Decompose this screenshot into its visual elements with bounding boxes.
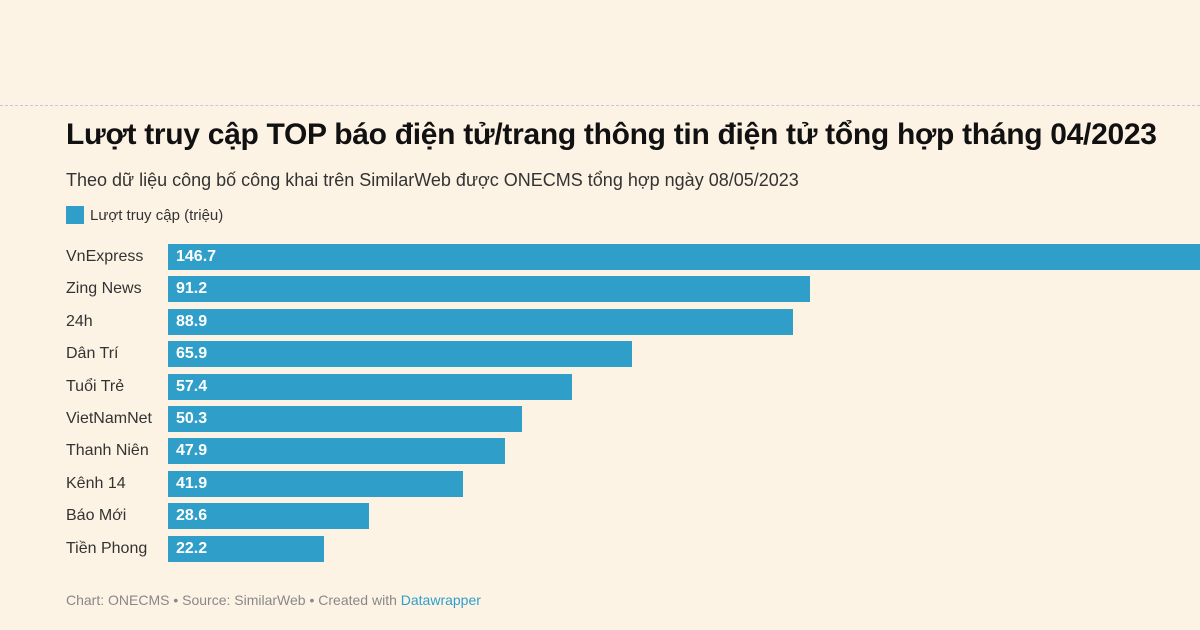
bar-rows: VnExpress 146.7 Zing News 91.2 24h 88.9 Dân Tr… — [0, 244, 1200, 568]
bar-row: 24h 88.9 — [0, 308, 1200, 341]
bar-row: Thanh Niên 47.9 — [0, 438, 1200, 470]
footer-credits: Chart: ONECMS • Source: SimilarWeb • Cre… — [66, 592, 401, 608]
chart-footer: Chart: ONECMS • Source: SimilarWeb • Cre… — [66, 592, 481, 608]
chart-title: Lượt truy cập TOP báo điện tử/trang thôn… — [66, 118, 1157, 151]
value-label: 91.2 — [176, 280, 208, 298]
bar — [168, 244, 1200, 270]
value-label: 47.9 — [176, 442, 208, 460]
bar-row: Báo Mới 28.6 — [0, 503, 1200, 535]
category-label: 24h — [66, 312, 93, 330]
bar — [168, 470, 463, 497]
bar — [168, 405, 522, 432]
bar-row: Zing News 91.2 — [0, 276, 1200, 308]
bar — [168, 438, 505, 465]
category-label: Báo Mới — [66, 507, 127, 525]
category-label: Kênh 14 — [66, 474, 126, 492]
bar-row: Dân Trí 65.9 — [0, 341, 1200, 373]
legend-label: Lượt truy cập (triệu) — [90, 206, 224, 224]
category-label: Thanh Niên — [66, 442, 149, 460]
chart-subtitle: Theo dữ liệu công bố công khai trên Simi… — [66, 170, 799, 190]
bar — [168, 308, 794, 335]
category-label: Dân Trí — [66, 345, 119, 363]
bar-row: VnExpress 146.7 — [0, 244, 1200, 276]
value-label: 146.7 — [176, 248, 217, 265]
category-label: Tiền Phong — [66, 539, 148, 557]
legend: Lượt truy cập (triệu) — [66, 206, 223, 224]
category-label: Zing News — [66, 280, 142, 298]
bar — [168, 341, 632, 368]
value-label: 88.9 — [176, 312, 208, 330]
bar-row: Tiền Phong 22.2 — [0, 535, 1200, 568]
datawrapper-link[interactable]: Datawrapper — [400, 592, 481, 608]
value-label: 28.6 — [176, 507, 208, 525]
bar-row: Tuổi Trẻ 57.4 — [0, 373, 1200, 406]
value-label: 57.4 — [176, 377, 208, 395]
bar — [168, 373, 572, 400]
legend-swatch — [66, 206, 84, 224]
bar-row: VietNamNet 50.3 — [0, 405, 1200, 438]
value-label: 50.3 — [176, 409, 208, 427]
bar — [168, 535, 325, 562]
value-label: 65.9 — [176, 345, 208, 363]
category-label: Tuổi Trẻ — [66, 377, 125, 395]
value-label: 22.2 — [176, 539, 208, 557]
category-label: VietNamNet — [66, 409, 152, 427]
bar — [168, 503, 370, 530]
value-label: 41.9 — [176, 474, 208, 492]
category-label: VnExpress — [66, 248, 144, 265]
separator-line — [0, 105, 1200, 106]
bar — [168, 276, 810, 303]
bar-row: Kênh 14 41.9 — [0, 470, 1200, 503]
